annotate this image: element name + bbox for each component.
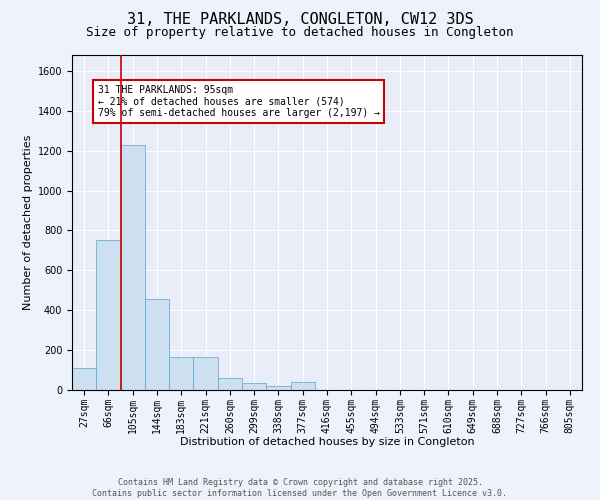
Bar [218, 378, 242, 390]
Text: Size of property relative to detached houses in Congleton: Size of property relative to detached ho… [86, 26, 514, 39]
Bar [266, 386, 290, 390]
Y-axis label: Number of detached properties: Number of detached properties [23, 135, 34, 310]
Bar [96, 240, 121, 390]
Bar [193, 357, 218, 390]
Bar [242, 383, 266, 390]
Bar [145, 300, 169, 390]
X-axis label: Distribution of detached houses by size in Congleton: Distribution of detached houses by size … [179, 437, 475, 447]
Bar [169, 357, 193, 390]
Bar [290, 382, 315, 390]
Text: Contains HM Land Registry data © Crown copyright and database right 2025.
Contai: Contains HM Land Registry data © Crown c… [92, 478, 508, 498]
Bar [121, 144, 145, 390]
Text: 31, THE PARKLANDS, CONGLETON, CW12 3DS: 31, THE PARKLANDS, CONGLETON, CW12 3DS [127, 12, 473, 28]
Bar [72, 368, 96, 390]
Text: 31 THE PARKLANDS: 95sqm
← 21% of detached houses are smaller (574)
79% of semi-d: 31 THE PARKLANDS: 95sqm ← 21% of detache… [97, 85, 380, 118]
